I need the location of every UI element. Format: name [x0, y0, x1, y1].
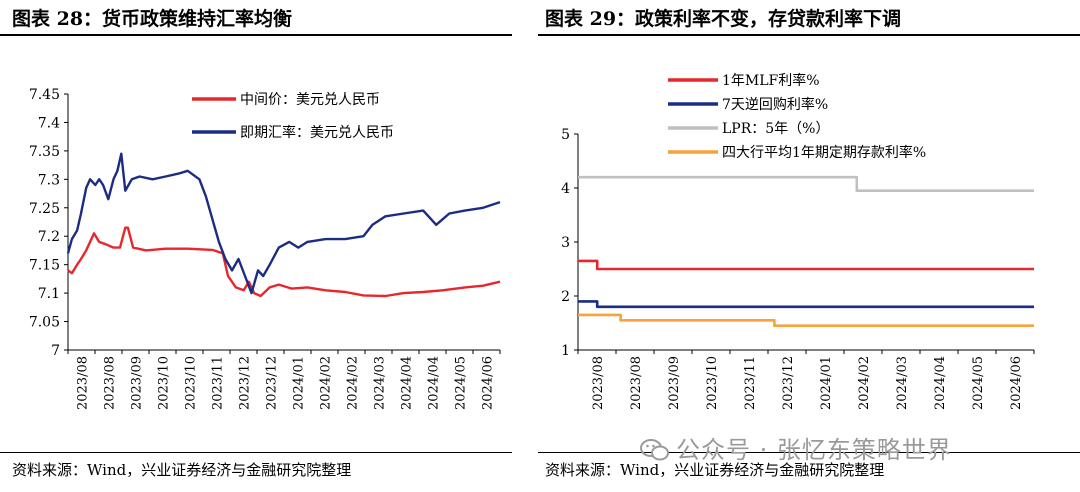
x-tick-label: 2023/08: [76, 356, 91, 410]
legend-label: LPR：5年（%）: [722, 121, 829, 137]
x-tick-label: 2023/11: [211, 356, 226, 410]
x-tick-label: 2024/05: [971, 356, 986, 410]
x-tick-label: 2024/05: [454, 356, 469, 410]
y-tick-label: 7.15: [29, 258, 60, 274]
left-source-note: 资料来源：Wind，兴业证券经济与金融研究院整理: [12, 461, 352, 479]
series-line-2: [578, 300, 1034, 309]
x-tick-label: 2024/03: [895, 356, 910, 410]
y-tick-label: 5: [561, 127, 570, 143]
legend-label: 中间价：美元兑人民币: [240, 92, 380, 108]
x-tick-label: 2023/10: [157, 356, 172, 410]
y-tick-label: 7.05: [29, 315, 60, 331]
wechat-icon: [640, 439, 669, 461]
x-tick-label: 2024/01: [819, 356, 834, 410]
series-line-4: [578, 313, 1034, 327]
y-tick-label: 7.3: [38, 172, 60, 188]
x-tick-label: 2023/10: [184, 356, 199, 410]
x-tick-label: 2023/09: [130, 356, 145, 410]
x-tick-label: 2024/02: [319, 356, 334, 410]
right-title-rule: [538, 34, 1080, 36]
x-tick-label: 2024/06: [1009, 356, 1024, 410]
series-line-1: [578, 259, 1034, 271]
x-tick-label: 2024/06: [481, 356, 496, 410]
series-line-3: [578, 175, 1034, 192]
x-tick-label: 2023/10: [705, 356, 720, 410]
legend-label: 1年MLF利率%: [722, 72, 820, 89]
legend-label: 7天逆回购利率%: [722, 96, 828, 113]
y-tick-label: 7.25: [29, 201, 60, 217]
x-tick-label: 2023/12: [781, 356, 796, 410]
policy-rate-chart: 5 4 3 2 1 2023/08 2023/08 2023/09 2023/10 2023/11…: [561, 72, 1035, 410]
watermark: 公众号 · 张忆东策略世界: [640, 430, 952, 465]
y-tick-label: 7.35: [29, 144, 60, 160]
left-source-rule: [0, 452, 512, 453]
x-tick-label: 2024/03: [373, 356, 388, 410]
y-tick-label: 7.1: [38, 286, 60, 302]
x-tick-label: 2024/02: [346, 356, 361, 410]
y-tick-label: 1: [561, 343, 570, 359]
exchange-rate-chart: 7.45 7.4 7.35 7.3 7.25 7.2 7.15 7.1 7.05 7 2023/08…: [29, 87, 501, 410]
left-chart-title: 图表 28：货币政策维持汇率均衡: [12, 8, 293, 30]
y-tick-label: 4: [561, 181, 570, 197]
series-line-1: [67, 226, 501, 298]
x-tick-label: 2024/04: [400, 356, 415, 410]
x-tick-label: 2023/08: [591, 356, 606, 410]
y-tick-label: 7: [51, 343, 60, 359]
left-title-rule: [0, 34, 512, 36]
x-tick-label: 2023/08: [103, 356, 118, 410]
x-tick-label: 2024/04: [933, 356, 948, 410]
right-chart-title: 图表 29：政策利率不变，存贷款利率下调: [545, 8, 902, 30]
y-tick-label: 7.4: [38, 115, 60, 131]
x-tick-label: 2023/11: [743, 356, 758, 410]
x-tick-label: 2024/02: [857, 356, 872, 410]
y-tick-label: 7.45: [29, 87, 60, 103]
y-tick-label: 2: [561, 289, 570, 305]
series-line-2: [66, 152, 501, 295]
right-source-note: 资料来源：Wind，兴业证券经济与金融研究院整理: [545, 461, 885, 479]
x-tick-label: 2024/01: [292, 356, 307, 410]
y-tick-label: 7.2: [38, 229, 60, 245]
legend-label: 即期汇率：美元兑人民币: [240, 124, 394, 141]
x-tick-label: 2024/04: [427, 356, 442, 410]
x-tick-label: 2023/09: [667, 356, 682, 410]
x-tick-label: 2023/08: [629, 356, 644, 410]
y-tick-label: 3: [561, 235, 570, 251]
watermark-text: 公众号 · 张忆东策略世界: [676, 436, 952, 464]
x-tick-label: 2023/12: [238, 356, 253, 410]
legend-label: 四大行平均1年期定期存款利率%: [722, 144, 926, 161]
right-source-rule: [538, 452, 1080, 453]
x-tick-label: 2023/12: [265, 356, 280, 410]
